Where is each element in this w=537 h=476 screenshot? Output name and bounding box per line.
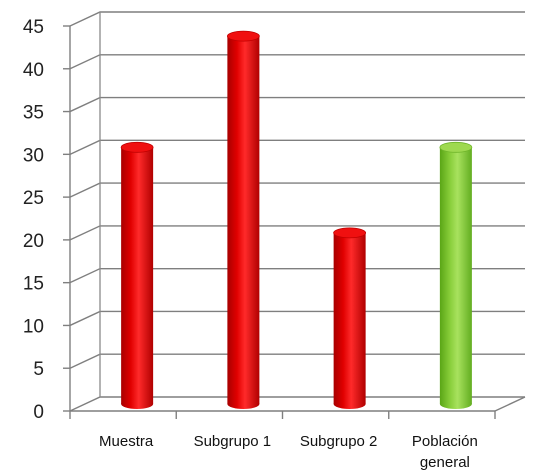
gridline: [69, 54, 525, 70]
bar: [333, 227, 367, 409]
bars: [120, 30, 473, 409]
y-tick-label: 5: [33, 359, 44, 380]
y-tick-label: 10: [23, 316, 44, 337]
bar: [120, 141, 154, 409]
axes: [63, 12, 526, 419]
x-tick-label: Subgrupo 2: [300, 433, 378, 450]
y-tick-label: 35: [23, 103, 44, 124]
x-tick-label: Muestra: [99, 433, 154, 450]
bar: [439, 141, 473, 409]
bar: [226, 30, 260, 409]
y-tick-label: 20: [23, 231, 44, 252]
y-tick-label: 15: [23, 274, 44, 295]
axis-labels: 0 5 10 15 20 25 30 35 40 45 Muestra Subgrupo 1 Subgr…: [23, 17, 478, 471]
y-tick-label: 30: [23, 145, 44, 166]
gridline: [69, 96, 525, 113]
y-tick-label: 45: [23, 17, 44, 38]
y-tick-label: 0: [33, 402, 44, 423]
y-tick-label: 40: [23, 60, 44, 81]
x-tick-label: Población general: [412, 433, 478, 471]
y-tick-label: 25: [23, 188, 44, 209]
floor-edge: [494, 396, 526, 412]
gridline: [69, 11, 525, 27]
x-tick-label: Subgrupo 1: [194, 433, 272, 450]
